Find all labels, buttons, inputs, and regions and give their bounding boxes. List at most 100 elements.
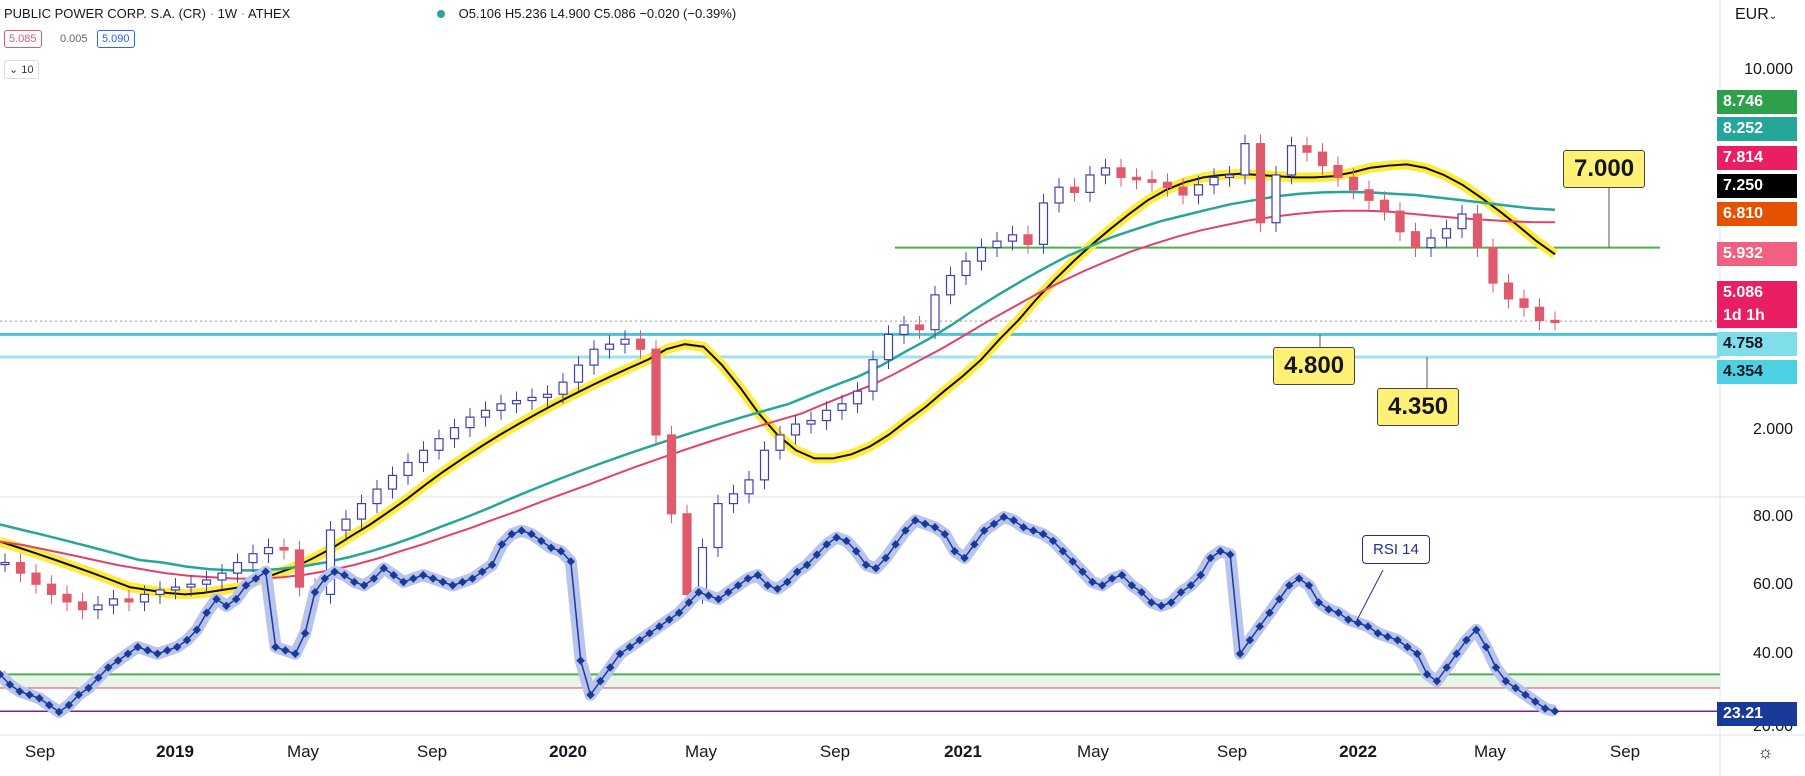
rsi-point: [1412, 649, 1422, 659]
rsi-point: [1294, 574, 1304, 583]
price-tag: 7.250: [1717, 174, 1797, 198]
candle-body: [713, 503, 723, 549]
candle-body: [821, 409, 832, 422]
rsi-point: [763, 581, 772, 590]
candle-body: [1348, 176, 1359, 191]
rsi-point: [340, 570, 349, 580]
candle-body: [1519, 298, 1529, 308]
rsi-point: [1275, 594, 1284, 604]
buy-button[interactable]: 5.090: [97, 30, 135, 48]
candle-body: [1286, 145, 1297, 176]
gear-icon[interactable]: ☼: [1757, 742, 1774, 762]
candle-body: [1503, 282, 1514, 300]
candle-body: [434, 438, 444, 451]
candle-body: [77, 601, 88, 611]
rsi-point: [1531, 697, 1540, 706]
countdown-tag: 1d 1h: [1717, 304, 1797, 328]
rsi-point: [330, 567, 339, 576]
rsi-point: [517, 526, 526, 535]
candle-body: [356, 503, 367, 520]
x-axis-label: 2019: [156, 742, 194, 761]
rsi-point: [1334, 608, 1343, 618]
candle-body: [759, 449, 770, 481]
level-callout-4-35[interactable]: 4.350: [1377, 388, 1460, 426]
candle-body: [1364, 189, 1374, 201]
candle-body: [480, 409, 491, 418]
candle-body: [930, 294, 940, 331]
candle-body: [1410, 231, 1421, 249]
candle-body: [1271, 174, 1281, 224]
candle-body: [387, 474, 398, 490]
x-axis-label: Sep: [819, 742, 851, 761]
rsi-point: [546, 543, 556, 553]
candle-body: [15, 561, 26, 574]
candle-body: [62, 593, 72, 603]
candle-body: [1054, 186, 1064, 204]
rsi-point: [743, 574, 753, 583]
level-callout-7[interactable]: 7.000: [1563, 150, 1646, 188]
rsi-point: [1324, 605, 1333, 614]
x-axis-label: May: [1473, 742, 1507, 761]
price-tag: 6.810: [1717, 202, 1797, 226]
candle-body: [294, 549, 305, 588]
rsi-point: [1225, 550, 1235, 559]
rsi-point: [497, 540, 507, 549]
candle-body: [635, 338, 646, 350]
rsi-point: [1521, 690, 1530, 700]
rsi-point: [989, 519, 999, 529]
rsi-note-connector: [1356, 569, 1384, 621]
price-axis-label: 10.000: [1744, 61, 1793, 78]
rsi-point: [399, 577, 408, 587]
candle-body: [1085, 174, 1095, 193]
candle-body: [945, 274, 956, 296]
rsi-point: [1127, 581, 1137, 590]
indicator-collapse-button[interactable]: ⌄ 10: [4, 60, 39, 79]
rsi-point: [478, 567, 487, 576]
rsi-point: [359, 581, 369, 590]
rsi-note[interactable]: RSI 14: [1362, 535, 1430, 564]
sell-button[interactable]: 5.085: [4, 30, 42, 48]
rsi-point: [625, 642, 635, 652]
rsi-point: [556, 546, 566, 556]
price-tag: 4.758: [1717, 332, 1797, 356]
candle-body: [1100, 167, 1111, 176]
rsi-point: [1442, 663, 1451, 672]
symbol-title[interactable]: PUBLIC POWER CORP. S.A. (CR) · 1W · ATHE…: [4, 6, 291, 21]
rsi-point: [792, 567, 802, 576]
rsi-point: [851, 546, 861, 556]
rsi-point: [871, 564, 881, 573]
rsi-point: [605, 663, 615, 672]
candle-body: [899, 324, 909, 335]
candle-body: [248, 553, 258, 564]
level-callout-4-8[interactable]: 4.800: [1273, 347, 1356, 385]
rsi-point: [428, 574, 438, 583]
candle-body: [496, 403, 506, 411]
rsi-point: [1245, 635, 1255, 645]
candle-body: [620, 338, 630, 345]
x-axis-label: May: [286, 742, 320, 761]
candle-body: [0, 561, 10, 566]
candle-body: [139, 593, 150, 603]
rsi-point: [1540, 704, 1550, 713]
candle-body: [573, 364, 584, 383]
candle-body: [558, 381, 568, 395]
rsi-point: [645, 629, 654, 638]
candle-body: [155, 589, 165, 595]
rsi-point: [310, 587, 320, 597]
x-axis-label: Sep: [416, 742, 448, 761]
candle-body: [372, 488, 382, 505]
currency-label: EUR: [1735, 6, 1769, 23]
rsi-point: [448, 581, 457, 590]
rsi-point: [773, 584, 782, 594]
status-dot-icon: [437, 10, 445, 18]
currency-selector[interactable]: EUR⌄: [1735, 6, 1777, 24]
candle-body: [1193, 184, 1204, 196]
rsi-point: [1304, 581, 1314, 590]
rsi-point: [1314, 598, 1324, 607]
candle-body: [604, 343, 615, 350]
rsi-point: [832, 533, 841, 542]
rsi-point: [1107, 574, 1117, 583]
price-axis-label: 2.000: [1752, 421, 1793, 438]
rsi-point: [1088, 577, 1097, 587]
